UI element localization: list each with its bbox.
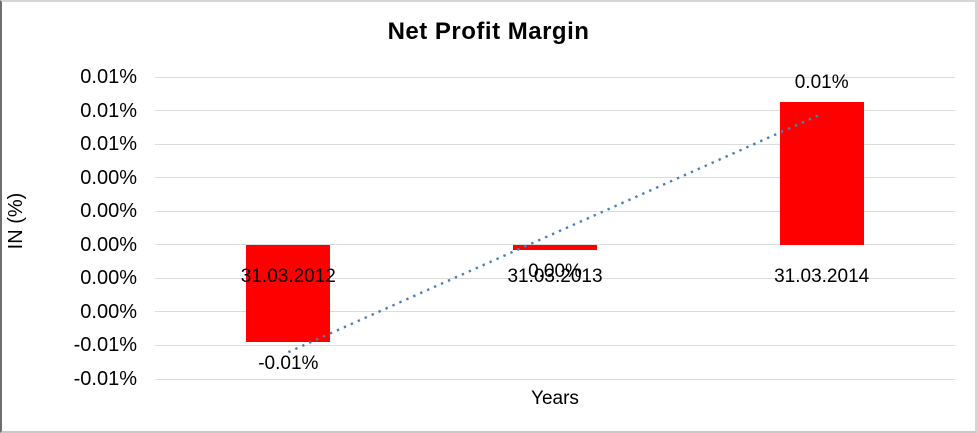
trendline <box>287 112 823 354</box>
bar-data-label: -0.01% <box>258 353 319 375</box>
y-tick-label: -0.01% <box>73 334 137 357</box>
x-category-label: 31.03.2014 <box>774 265 870 287</box>
chart-title: Net Profit Margin <box>387 18 590 45</box>
y-tick-label: 0.00% <box>80 300 137 323</box>
y-tick-label: -0.01% <box>73 368 137 390</box>
bar-data-label: 0.00% <box>528 260 582 282</box>
y-tick-label: 0.00% <box>80 200 137 223</box>
y-tick-label: 0.00% <box>80 233 137 256</box>
x-axis-title: Years <box>531 388 579 409</box>
y-tick-label: 0.00% <box>80 166 137 189</box>
bar-data-label: 0.01% <box>794 72 849 94</box>
gridline <box>155 110 955 112</box>
y-tick-label: 0.01% <box>80 99 137 122</box>
y-tick-label: 0.01% <box>80 133 137 156</box>
y-tick-label: 0.01% <box>80 66 137 88</box>
gridline <box>155 344 955 346</box>
x-category-label: 31.03.2012 <box>240 265 336 287</box>
gridline <box>155 76 955 78</box>
bar-31.03.2012 <box>246 244 331 343</box>
bar-31.03.2013 <box>513 244 597 250</box>
gridline <box>155 378 955 380</box>
bar-31.03.2014 <box>779 102 864 245</box>
y-tick-label: 0.00% <box>80 267 137 290</box>
